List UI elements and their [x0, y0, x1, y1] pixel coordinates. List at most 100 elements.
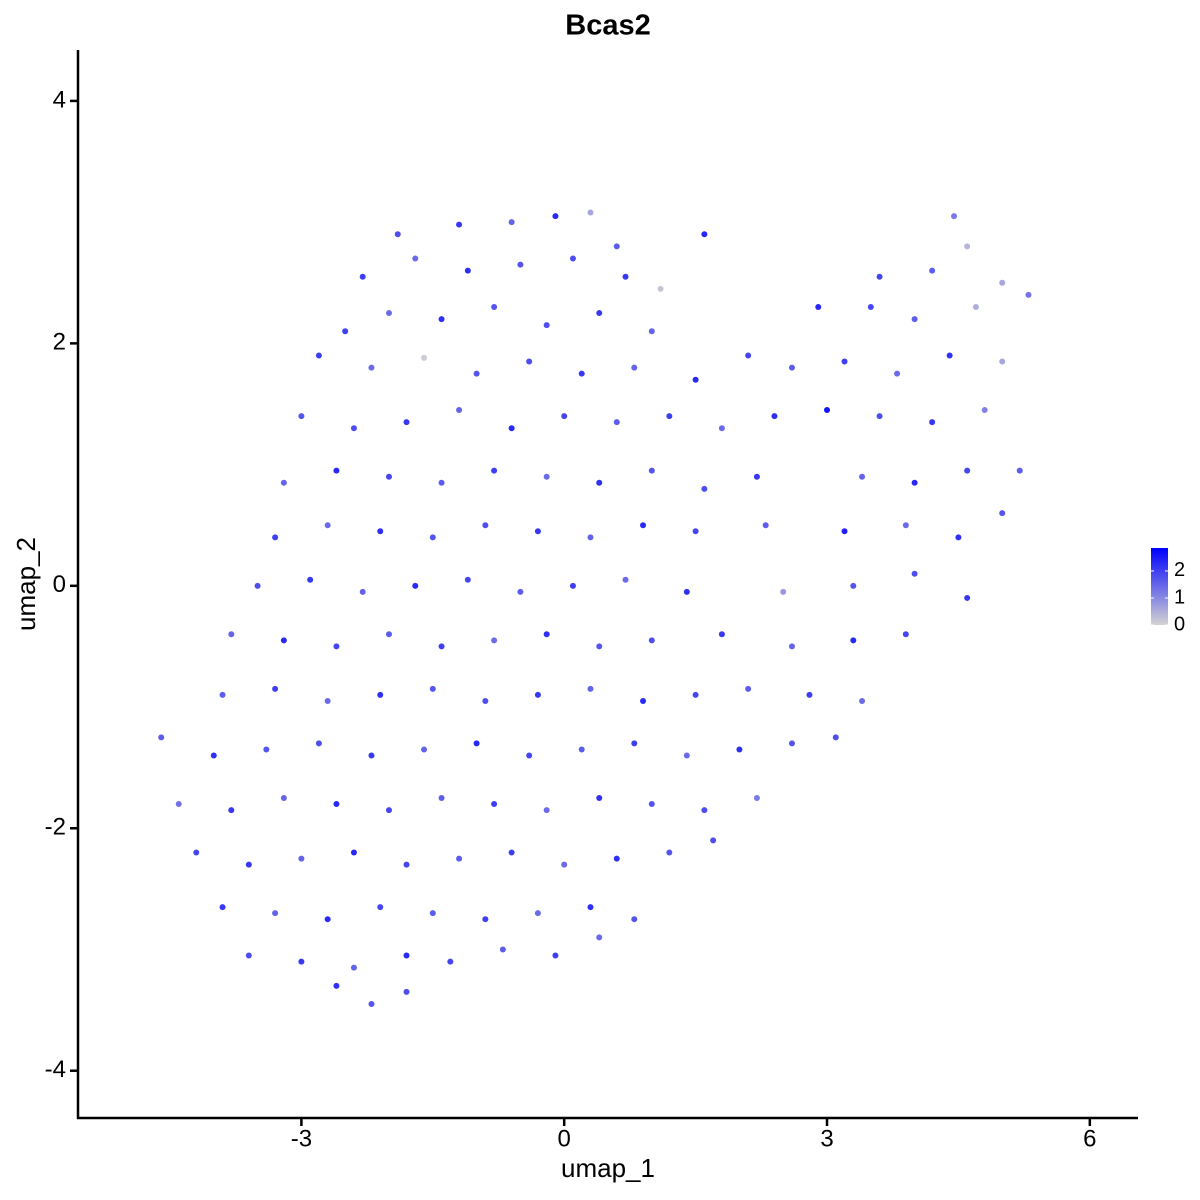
point	[701, 231, 708, 238]
point	[464, 267, 471, 274]
point	[421, 354, 428, 361]
point	[561, 413, 568, 420]
point	[508, 849, 515, 856]
point	[631, 916, 638, 923]
point	[368, 752, 375, 759]
point	[464, 576, 471, 583]
point	[543, 473, 550, 480]
point	[473, 370, 480, 377]
point	[622, 576, 629, 583]
point	[569, 255, 576, 262]
point	[859, 697, 866, 704]
chart-title: Bcas2	[565, 10, 650, 42]
point	[491, 303, 498, 310]
color-tick-label: 0	[1174, 613, 1185, 635]
point	[587, 209, 594, 216]
point	[911, 479, 918, 486]
point	[587, 904, 594, 911]
point	[832, 734, 839, 741]
point	[718, 425, 725, 432]
point	[324, 522, 331, 529]
point	[552, 213, 559, 220]
point	[710, 837, 717, 844]
point	[640, 697, 647, 704]
point	[718, 631, 725, 638]
point	[228, 807, 235, 814]
point	[324, 916, 331, 923]
point	[368, 1001, 375, 1008]
point	[315, 740, 322, 747]
point	[385, 473, 392, 480]
point	[788, 364, 795, 371]
point	[867, 303, 874, 310]
y-tick-label: 0	[53, 571, 66, 598]
point	[385, 807, 392, 814]
point	[613, 243, 620, 250]
point	[499, 946, 506, 953]
point	[482, 522, 489, 529]
point	[561, 861, 568, 868]
point	[613, 855, 620, 862]
point	[753, 473, 760, 480]
point	[228, 631, 235, 638]
point	[456, 855, 463, 862]
point	[543, 322, 550, 329]
point	[403, 861, 410, 868]
point	[272, 685, 279, 692]
point	[438, 316, 445, 323]
point	[929, 419, 936, 426]
point	[902, 631, 909, 638]
point	[429, 910, 436, 917]
point	[193, 849, 200, 856]
point	[929, 267, 936, 274]
point	[517, 588, 524, 595]
point	[272, 910, 279, 917]
point	[333, 801, 340, 808]
point	[377, 691, 384, 698]
point	[403, 988, 410, 995]
point	[534, 528, 541, 535]
point	[491, 801, 498, 808]
point	[552, 952, 559, 959]
point	[421, 746, 428, 753]
color-tick-label: 2	[1174, 559, 1185, 581]
y-tick-label: -4	[45, 1056, 66, 1083]
point	[850, 637, 857, 644]
point	[456, 221, 463, 228]
point	[578, 746, 585, 753]
point	[394, 231, 401, 238]
point	[578, 370, 585, 377]
point	[745, 352, 752, 359]
point	[596, 934, 603, 941]
point	[175, 801, 182, 808]
point	[569, 582, 576, 589]
x-tick-label: 3	[820, 1125, 833, 1152]
point	[333, 982, 340, 989]
point	[482, 697, 489, 704]
point	[596, 794, 603, 801]
point	[850, 582, 857, 589]
point	[951, 213, 958, 220]
point	[902, 522, 909, 529]
point	[596, 479, 603, 486]
y-tick-label: 2	[53, 329, 66, 356]
point	[640, 522, 647, 529]
point	[692, 691, 699, 698]
point	[534, 691, 541, 698]
point	[999, 279, 1006, 286]
point	[508, 219, 515, 226]
point	[526, 358, 533, 365]
point	[333, 467, 340, 474]
point	[350, 964, 357, 971]
point	[473, 740, 480, 747]
point	[955, 534, 962, 541]
point	[491, 637, 498, 644]
point	[350, 425, 357, 432]
point	[412, 255, 419, 262]
point	[333, 643, 340, 650]
point	[859, 473, 866, 480]
point	[438, 643, 445, 650]
point	[263, 746, 270, 753]
point	[806, 691, 813, 698]
point	[543, 631, 550, 638]
